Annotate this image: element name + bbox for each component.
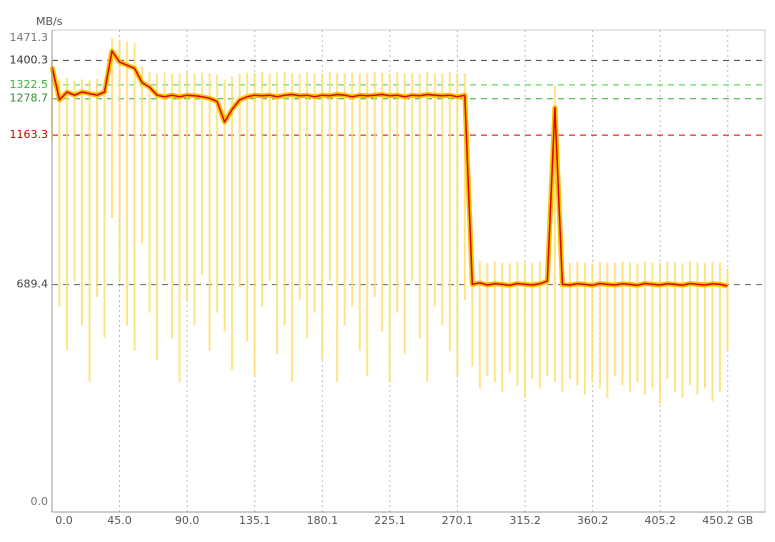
y-axis-label: MB/s (36, 15, 63, 28)
x-tick-label: 450.2 GB (702, 514, 753, 527)
y-tick-label: 1278.7 (10, 92, 49, 105)
y-tick-label: 1400.3 (10, 53, 49, 66)
x-tick-label: 135.1 (239, 514, 271, 527)
x-tick-label: 360.2 (577, 514, 609, 527)
y-tick-label: 1322.5 (10, 78, 49, 91)
x-tick-label: 405.2 (644, 514, 676, 527)
y-tick-label: 1163.3 (10, 128, 49, 141)
x-tick-label: 225.1 (374, 514, 406, 527)
y-tick-label: 689.4 (17, 278, 49, 291)
x-tick-label: 90.0 (175, 514, 200, 527)
plot-frame (51, 29, 766, 513)
x-tick-label: 0.0 (55, 514, 73, 527)
x-tick-label: 45.0 (107, 514, 132, 527)
y-tick-label: 0.0 (31, 495, 49, 508)
x-tick-label: 180.1 (307, 514, 339, 527)
series-line (51, 50, 728, 287)
x-tick-label: 315.2 (509, 514, 541, 527)
x-tick-label: 270.1 (442, 514, 474, 527)
y-tick-label: 1471.3 (10, 31, 49, 44)
